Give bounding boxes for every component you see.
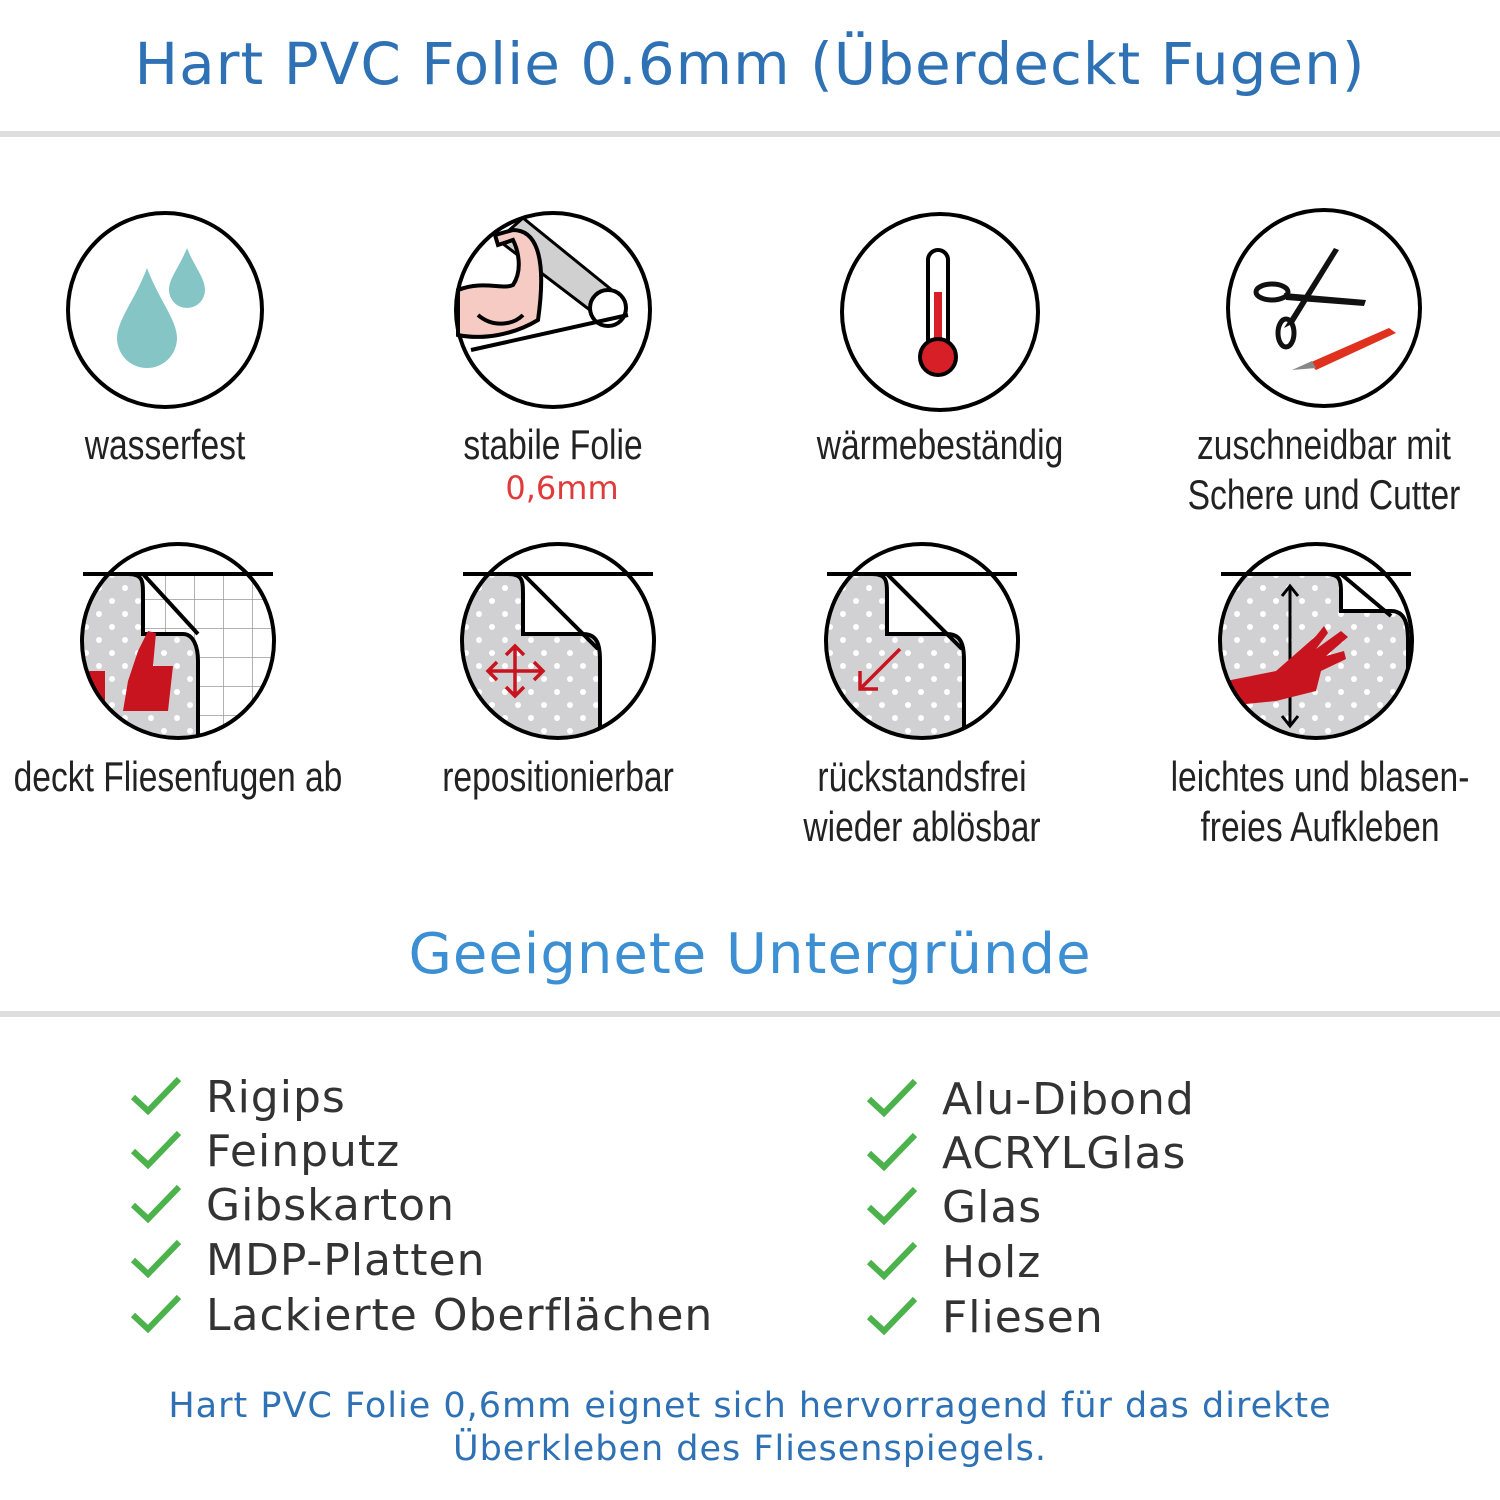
feature-label-cuttable: zuschneidbar mit Schere und Cutter [1148, 420, 1500, 520]
check-icon [866, 1241, 918, 1281]
peel-arrow-icon [824, 542, 1020, 740]
footer-line-2: Überkleben des Fliesenspiegels. [452, 1429, 1048, 1469]
surface-item: Lackierte Oberflächen [130, 1288, 713, 1342]
feature-sublabel-thickness: 0,6mm [505, 469, 619, 507]
surface-item: Feinputz [130, 1124, 400, 1178]
feature-label-repositionable: repositionierbar [442, 753, 674, 800]
surface-label: Rigips [206, 1071, 346, 1123]
surface-label: Fliesen [942, 1291, 1104, 1343]
feature-label-waterproof: wasserfest [84, 421, 246, 468]
page-title: Hart PVC Folie 0.6mm (Überdeckt Fugen) [134, 30, 1366, 98]
feature-label-heat-resistant: wärmebeständig [816, 421, 1064, 468]
surface-label: MDP-Platten [206, 1234, 486, 1286]
thermometer-icon [840, 212, 1040, 412]
label-line: freies Aufkleben [1200, 803, 1440, 850]
check-icon [130, 1076, 182, 1116]
label-line: wieder ablösbar [803, 803, 1041, 850]
feature-label-covers-joints: deckt Fliesenfugen ab [13, 753, 343, 800]
label-line: zuschneidbar mit [1197, 421, 1451, 468]
surface-item: ACRYLGlas [866, 1126, 1186, 1180]
surface-label: ACRYLGlas [942, 1127, 1187, 1179]
divider [0, 1011, 1500, 1017]
surface-item: Glas [866, 1180, 1042, 1234]
surface-item: MDP-Platten [130, 1233, 485, 1287]
move-arrows-icon [460, 542, 656, 740]
surface-label: Feinputz [206, 1125, 401, 1177]
strong-arm-icon [454, 211, 652, 409]
surface-item: Holz [866, 1235, 1041, 1289]
scissors-cutter-icon [1226, 208, 1422, 408]
check-icon [130, 1184, 182, 1224]
label-line: rückstandsfrei [817, 753, 1027, 800]
surface-item: Fliesen [866, 1290, 1104, 1344]
surface-label: Holz [942, 1236, 1042, 1288]
check-icon [866, 1186, 918, 1226]
surface-item: Alu-Dibond [866, 1072, 1195, 1126]
surface-label: Lackierte Oberflächen [206, 1289, 714, 1341]
water-drops-icon [66, 211, 264, 409]
feature-label-removable: rückstandsfrei wieder ablösbar [746, 752, 1098, 852]
surface-label: Alu-Dibond [942, 1073, 1195, 1125]
thumbs-up-tiles-icon [80, 542, 276, 740]
label-line: leichtes und blasen- [1170, 753, 1470, 800]
footer-line-1: Hart PVC Folie 0,6mm eignet sich hervorr… [168, 1386, 1332, 1426]
feature-label-easy-apply: leichtes und blasen- freies Aufkleben [1144, 752, 1496, 852]
label-line: Schere und Cutter [1187, 471, 1461, 518]
check-icon [866, 1132, 918, 1172]
check-icon [130, 1130, 182, 1170]
surfaces-heading: Geeignete Untergründe [408, 922, 1092, 987]
surface-item: Gibskarton [130, 1178, 455, 1232]
check-icon [866, 1078, 918, 1118]
check-icon [130, 1239, 182, 1279]
check-icon [866, 1296, 918, 1336]
hand-smooth-icon [1218, 542, 1414, 740]
feature-label-stable: stabile Folie [463, 421, 643, 468]
surface-label: Gibskarton [206, 1179, 455, 1231]
check-icon [130, 1294, 182, 1334]
surface-item: Rigips [130, 1070, 346, 1124]
divider [0, 131, 1500, 137]
surface-label: Glas [942, 1181, 1043, 1233]
